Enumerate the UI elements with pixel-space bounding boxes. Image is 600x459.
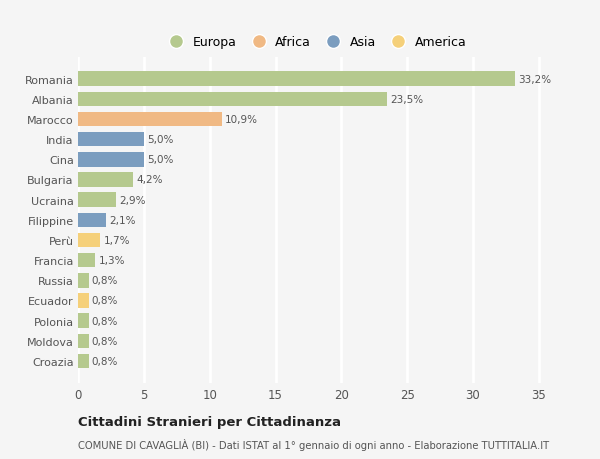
Text: 23,5%: 23,5% — [391, 95, 424, 105]
Text: 0,8%: 0,8% — [92, 356, 118, 366]
Text: 0,8%: 0,8% — [92, 296, 118, 306]
Text: 33,2%: 33,2% — [518, 74, 551, 84]
Bar — [78, 153, 144, 167]
Text: 4,2%: 4,2% — [137, 175, 163, 185]
Text: 2,9%: 2,9% — [119, 195, 146, 205]
Text: 5,0%: 5,0% — [147, 155, 173, 165]
Text: 5,0%: 5,0% — [147, 135, 173, 145]
Bar — [78, 334, 89, 348]
Text: 1,3%: 1,3% — [98, 256, 125, 266]
Bar — [78, 253, 95, 268]
Bar — [78, 233, 100, 248]
Text: 1,7%: 1,7% — [104, 235, 130, 246]
Bar — [78, 133, 144, 147]
Bar — [78, 173, 133, 187]
Text: 0,8%: 0,8% — [92, 316, 118, 326]
Text: COMUNE DI CAVAGLIÀ (BI) - Dati ISTAT al 1° gennaio di ogni anno - Elaborazione T: COMUNE DI CAVAGLIÀ (BI) - Dati ISTAT al … — [78, 438, 549, 450]
Legend: Europa, Africa, Asia, America: Europa, Africa, Asia, America — [158, 31, 472, 54]
Bar — [78, 274, 89, 288]
Bar — [78, 313, 89, 328]
Bar — [78, 193, 116, 207]
Text: 0,8%: 0,8% — [92, 336, 118, 346]
Text: 2,1%: 2,1% — [109, 215, 136, 225]
Bar — [78, 112, 221, 127]
Bar — [78, 92, 388, 107]
Bar — [78, 294, 89, 308]
Text: 10,9%: 10,9% — [225, 115, 258, 125]
Bar — [78, 72, 515, 87]
Bar — [78, 213, 106, 228]
Text: 0,8%: 0,8% — [92, 276, 118, 285]
Text: Cittadini Stranieri per Cittadinanza: Cittadini Stranieri per Cittadinanza — [78, 415, 341, 428]
Bar — [78, 354, 89, 369]
